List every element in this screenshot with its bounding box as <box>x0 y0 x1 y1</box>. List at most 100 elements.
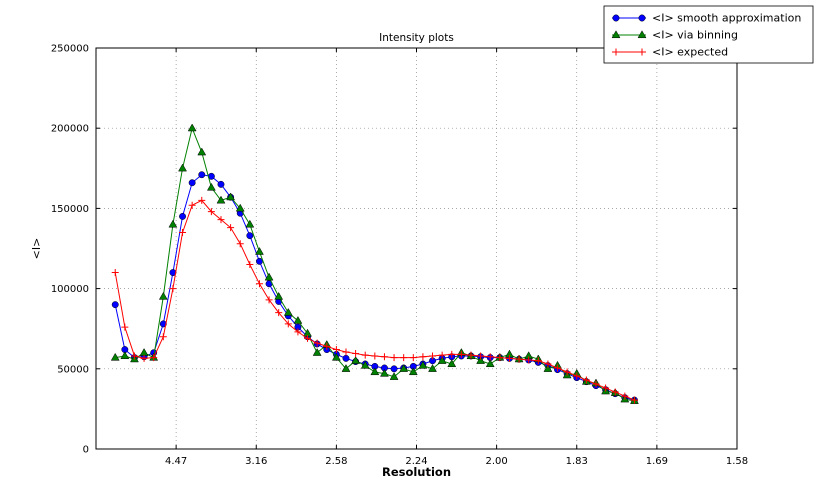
plus-marker <box>573 372 581 380</box>
series-2 <box>111 196 638 404</box>
plus-marker <box>602 384 610 392</box>
plus-marker <box>207 208 215 216</box>
legend-label: <I> expected <box>652 46 728 59</box>
plus-marker <box>371 352 379 360</box>
plus-marker <box>313 339 321 347</box>
triangle-marker <box>360 360 370 369</box>
y-tick-label: 150000 <box>51 204 89 215</box>
y-tick-label: 250000 <box>51 44 89 55</box>
triangle-marker <box>178 163 187 172</box>
plus-marker <box>352 350 360 358</box>
plus-marker <box>467 351 475 359</box>
triangle-marker <box>206 182 216 191</box>
plus-marker <box>227 224 235 232</box>
circle-marker <box>612 14 620 22</box>
x-tick-label: 1.69 <box>646 456 668 467</box>
circle-marker <box>390 365 398 373</box>
legend: <I> smooth approximation <I> via binning <… <box>603 5 814 64</box>
x-tick-label: 2.58 <box>325 456 347 467</box>
plus-marker <box>169 285 177 293</box>
triangle-marker <box>293 315 303 324</box>
legend-label: <I> via binning <box>652 29 738 42</box>
plus-marker <box>323 342 331 350</box>
triangle-marker <box>283 307 293 316</box>
plus-marker <box>275 309 283 317</box>
triangle-marker <box>264 272 274 281</box>
plus-marker <box>448 350 456 358</box>
plus-marker <box>429 352 437 360</box>
plus-marker <box>390 354 398 362</box>
triangle-marker <box>158 291 168 300</box>
y-tick-label: 0 <box>83 445 89 456</box>
triangle-marker <box>274 291 284 300</box>
circle-marker <box>111 301 119 309</box>
chart-title: Intensity plots <box>379 32 454 44</box>
triangle-marker <box>341 364 351 372</box>
circle-marker <box>198 171 206 179</box>
plus-marker <box>304 334 312 342</box>
triangle-marker <box>187 123 197 132</box>
plus-marker <box>419 353 427 361</box>
plus-marker <box>188 201 196 209</box>
plus-marker <box>130 352 138 360</box>
plus-marker <box>611 388 619 396</box>
plus-marker <box>486 353 494 361</box>
triangle-marker <box>120 351 130 360</box>
y-tick-label: 50000 <box>57 364 89 375</box>
plus-marker <box>582 376 590 384</box>
plus-marker <box>515 355 523 363</box>
y-axis-label: <I> <box>30 238 43 260</box>
triangle-marker <box>637 30 647 39</box>
plus-marker <box>246 261 254 269</box>
plus-marker <box>121 323 129 331</box>
legend-label: <I> smooth approximation <box>652 12 801 25</box>
circle-marker <box>342 354 350 362</box>
plus-marker <box>477 352 485 360</box>
plus-marker <box>621 392 629 400</box>
triangle-marker <box>197 147 207 156</box>
plus-marker <box>544 360 552 368</box>
plus-marker <box>198 196 206 204</box>
triangle-marker <box>312 348 322 356</box>
plus-marker <box>638 48 646 56</box>
plus-marker <box>630 396 638 404</box>
plus-marker <box>505 354 513 362</box>
plus-marker <box>179 228 187 236</box>
triangle-marker <box>476 356 486 364</box>
plus-marker <box>534 357 542 365</box>
x-tick-label: 2.00 <box>485 456 507 467</box>
triangle-marker <box>485 359 495 368</box>
x-tick-label: 1.58 <box>726 456 748 467</box>
plus-marker <box>563 368 571 376</box>
plus-marker <box>236 240 244 248</box>
triangle-marker <box>418 360 428 369</box>
plus-marker <box>361 351 369 359</box>
circle-marker <box>179 212 186 220</box>
triangle-marker <box>168 219 178 228</box>
triangle-marker <box>408 367 418 376</box>
triangle-marker <box>447 359 457 368</box>
plus-marker <box>284 320 292 328</box>
plus-marker <box>217 216 225 224</box>
triangle-marker <box>380 368 389 377</box>
triangle-marker <box>110 352 120 361</box>
plus-marker <box>457 350 465 358</box>
triangle-marker <box>226 192 236 201</box>
plus-marker <box>265 296 273 304</box>
triangle-marker <box>255 247 264 255</box>
triangle-marker <box>543 364 553 372</box>
triangle-marker <box>370 367 380 376</box>
plus-marker <box>496 354 504 362</box>
x-tick-label: 2.24 <box>405 456 427 467</box>
triangle-marker <box>399 364 409 372</box>
circle-marker <box>638 14 646 22</box>
plus-marker <box>380 353 388 361</box>
y-tick-label: 200000 <box>51 124 89 135</box>
triangle-marker <box>216 195 226 204</box>
circle-marker <box>159 320 167 328</box>
plus-marker <box>400 354 408 362</box>
plus-marker <box>525 356 533 364</box>
triangle-marker <box>245 219 255 228</box>
